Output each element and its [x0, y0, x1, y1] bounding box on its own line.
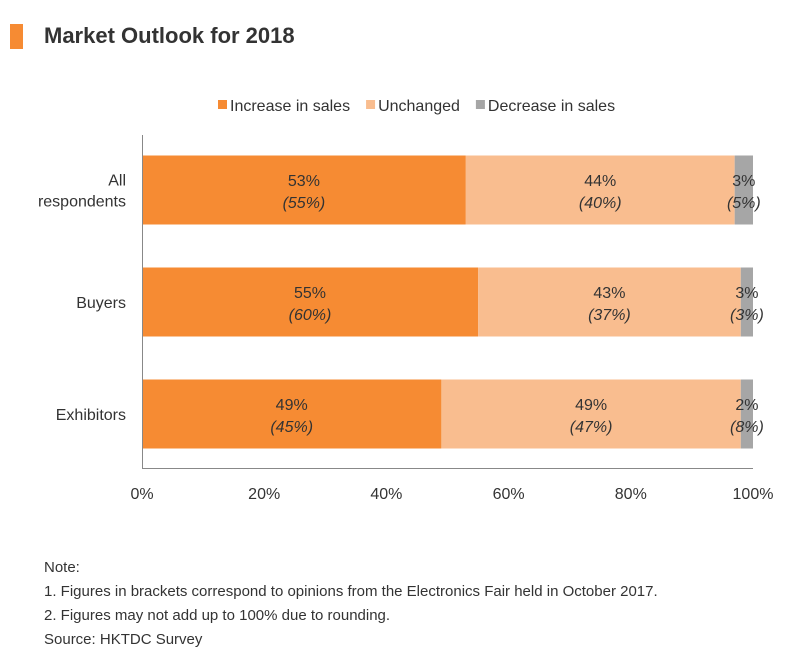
prior-data-label-0-1: (40%): [579, 195, 622, 212]
legend-label-0: Increase in sales: [230, 98, 350, 115]
data-label-0-1: 44%: [584, 173, 616, 190]
data-label-1-2: 3%: [735, 285, 758, 302]
category-label-1: Buyers: [76, 295, 126, 312]
data-label-0-0: 53%: [288, 173, 320, 190]
prior-data-label-1-2: (3%): [730, 307, 764, 324]
data-label-1-0: 55%: [294, 285, 326, 302]
legend-swatch-1: [366, 100, 376, 109]
note-line-2: 2. Figures may not add up to 100% due to…: [44, 607, 391, 624]
bar-segment-2-0: [142, 379, 442, 449]
x-tick-label-5: 100%: [733, 486, 774, 503]
bar-segment-1-1: [478, 267, 741, 337]
category-label-2: Exhibitors: [56, 407, 126, 424]
prior-data-label-0-0: (55%): [283, 195, 326, 212]
category-label-0-0: All: [108, 173, 126, 190]
data-label-0-2: 3%: [732, 173, 755, 190]
bar-segment-1-2: [740, 267, 753, 337]
data-label-2-0: 49%: [276, 397, 308, 414]
note-line-1: 1. Figures in brackets correspond to opi…: [44, 583, 658, 600]
prior-data-label-2-2: (8%): [730, 419, 764, 436]
prior-data-label-2-1: (47%): [570, 419, 613, 436]
x-tick-label-3: 60%: [493, 486, 525, 503]
bar-segment-0-0: [142, 155, 466, 225]
note-heading: Note:: [44, 559, 80, 576]
x-tick-label-4: 80%: [615, 486, 647, 503]
category-label-0-1: respondents: [38, 194, 126, 211]
x-tick-label-1: 20%: [248, 486, 280, 503]
data-label-2-1: 49%: [575, 397, 607, 414]
legend-swatch-2: [475, 100, 485, 109]
title-accent-bar: [10, 24, 23, 49]
stacked-bar-chart: Increase in sales Unchanged Decrease in sa…: [38, 98, 774, 503]
legend-label-2: Decrease in sales: [488, 98, 615, 115]
data-label-1-1: 43%: [593, 285, 625, 302]
bar-segment-2-2: [740, 379, 753, 449]
data-label-2-2: 2%: [735, 397, 758, 414]
bar-segment-2-1: [441, 379, 741, 449]
chart-title: Market Outlook for 2018: [44, 23, 295, 48]
prior-data-label-0-2: (5%): [727, 195, 761, 212]
legend-label-1: Unchanged: [378, 98, 460, 115]
bar-segment-0-2: [734, 155, 753, 225]
x-tick-label-0: 0%: [130, 486, 153, 503]
prior-data-label-2-0: (45%): [270, 419, 313, 436]
notes: Note: 1. Figures in brackets correspond …: [44, 556, 658, 652]
prior-data-label-1-1: (37%): [588, 307, 631, 324]
prior-data-label-1-0: (60%): [289, 307, 332, 324]
x-tick-label-2: 40%: [370, 486, 402, 503]
bar-segment-0-1: [465, 155, 735, 225]
bar-segment-1-0: [142, 267, 479, 337]
source-line: Source: HKTDC Survey: [44, 631, 203, 648]
legend-swatch-0: [218, 100, 227, 109]
